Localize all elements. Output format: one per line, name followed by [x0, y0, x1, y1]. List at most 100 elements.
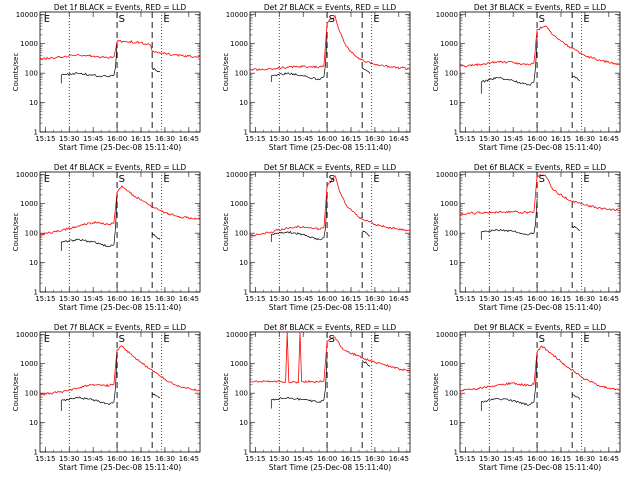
panel-title: Det 2f BLACK = Events, RED = LLD: [264, 3, 397, 12]
panel-det-1: Det 1f BLACK = Events, RED = LLD 1 10 100 10…: [12, 3, 201, 152]
events-series-line: [270, 196, 328, 242]
y-axis-label: Counts/sec: [12, 53, 20, 92]
x-tick-label: 16:30: [155, 455, 175, 463]
x-axis-label: Start Time (25-Dec-08 15:11:40): [479, 463, 601, 472]
x-tick-label: 15:45: [503, 455, 523, 463]
x-tick-label: 16:00: [317, 455, 337, 463]
x-tick-label: 16:00: [527, 135, 547, 143]
lld-series-line: [250, 332, 410, 384]
x-tick-label: 16:00: [107, 455, 127, 463]
events-series-line: [480, 198, 538, 240]
x-tick-label: 16:30: [155, 135, 175, 143]
x-tick-label: 16:45: [389, 135, 409, 143]
panel-det-4: Det 4f BLACK = Events, RED = LLD 1 10 100 10…: [12, 163, 201, 312]
panel-title: Det 9f BLACK = Events, RED = LLD: [474, 323, 607, 332]
x-tick-label: 16:15: [131, 135, 151, 143]
y-axis-label: Counts/sec: [12, 373, 20, 412]
events-series-line-post: [571, 75, 581, 82]
y-tick-label: 1: [244, 449, 248, 457]
events-series-line-post: [572, 394, 581, 400]
y-tick-label: 1: [34, 449, 38, 457]
interval-marker-label: E: [373, 334, 379, 345]
events-series-line: [270, 354, 328, 409]
x-tick-label: 15:15: [455, 135, 475, 143]
y-tick-label: 10: [449, 419, 458, 427]
y-tick-label: 1: [34, 129, 38, 137]
plot-frame: [459, 11, 621, 133]
y-axis-label: Counts/sec: [432, 213, 440, 252]
x-tick-label: 15:15: [35, 295, 55, 303]
x-tick-label: 16:15: [341, 135, 361, 143]
interval-marker-label: S: [539, 174, 545, 185]
y-tick-label: 1: [454, 449, 458, 457]
x-tick-label: 16:00: [317, 135, 337, 143]
panel-det-5: Det 5f BLACK = Events, RED = LLD 1 10 100 10…: [222, 163, 411, 312]
x-tick-label: 15:30: [59, 135, 79, 143]
x-tick-label: 15:30: [269, 135, 289, 143]
x-tick-label: 15:30: [269, 295, 289, 303]
lld-series-line: [460, 345, 620, 392]
y-tick-label: 1: [34, 289, 38, 297]
x-tick-label: 15:45: [83, 455, 103, 463]
x-axis-label: Start Time (25-Dec-08 15:11:40): [59, 303, 181, 312]
interval-marker-label: E: [44, 334, 50, 345]
y-tick-label: 10000: [16, 11, 38, 19]
interval-marker-label: S: [329, 174, 335, 185]
x-axis-label: Start Time (25-Dec-08 15:11:40): [59, 143, 181, 152]
interval-marker-label: S: [539, 334, 545, 345]
interval-marker-label: E: [163, 14, 169, 25]
panel-title: Det 8f BLACK = Events, RED = LLD: [264, 323, 397, 332]
x-tick-label: 16:15: [131, 295, 151, 303]
x-tick-label: 15:45: [293, 295, 313, 303]
x-tick-label: 15:15: [35, 455, 55, 463]
panel-det-3: Det 3f BLACK = Events, RED = LLD 1 10 100 10…: [432, 3, 621, 152]
x-axis-label: Start Time (25-Dec-08 15:11:40): [479, 143, 601, 152]
interval-marker-label: E: [373, 174, 379, 185]
y-tick-label: 1: [454, 129, 458, 137]
panel-det-7: Det 7f BLACK = Events, RED = LLD 1 10 100 10…: [12, 323, 201, 472]
events-series-line-post: [151, 67, 161, 73]
events-series-line-post: [361, 360, 371, 367]
y-tick-label: 1000: [20, 360, 38, 368]
y-tick-label: 10: [449, 99, 458, 107]
x-tick-label: 16:15: [551, 455, 571, 463]
panel-title: Det 7f BLACK = Events, RED = LLD: [54, 323, 187, 332]
y-tick-label: 1000: [440, 200, 458, 208]
y-tick-label: 100: [235, 390, 248, 398]
y-tick-label: 10: [29, 419, 38, 427]
panel-title: Det 3f BLACK = Events, RED = LLD: [474, 3, 607, 12]
x-tick-label: 16:15: [341, 295, 361, 303]
interval-marker-label: E: [583, 14, 589, 25]
events-series-line-post: [362, 67, 371, 74]
events-series-line-post: [362, 230, 371, 237]
x-tick-label: 16:30: [575, 455, 595, 463]
x-tick-label: 16:45: [179, 455, 199, 463]
plot-series: [460, 345, 620, 411]
y-tick-label: 1000: [20, 40, 38, 48]
x-tick-label: 15:45: [83, 295, 103, 303]
x-tick-label: 16:45: [599, 135, 619, 143]
plot-series: [40, 345, 200, 411]
y-tick-label: 10000: [436, 331, 458, 339]
y-axis-label: Counts/sec: [432, 53, 440, 92]
plot-series: [460, 174, 620, 240]
plot-frame: [459, 331, 621, 453]
x-tick-label: 15:15: [455, 295, 475, 303]
plot-series: [250, 332, 410, 409]
x-tick-label: 16:15: [551, 295, 571, 303]
x-tick-label: 15:30: [479, 455, 499, 463]
x-tick-label: 15:45: [293, 455, 313, 463]
events-series-line: [480, 354, 538, 411]
y-tick-label: 100: [445, 390, 458, 398]
plot-frame: [39, 11, 201, 133]
events-series-line: [60, 351, 118, 411]
x-tick-label: 16:15: [341, 455, 361, 463]
lld-series-line: [460, 174, 620, 216]
plot-frame: [249, 171, 411, 293]
y-tick-label: 1000: [230, 40, 248, 48]
x-tick-label: 16:45: [599, 295, 619, 303]
x-tick-label: 16:00: [107, 135, 127, 143]
plot-series: [250, 174, 410, 242]
x-tick-label: 16:45: [389, 295, 409, 303]
